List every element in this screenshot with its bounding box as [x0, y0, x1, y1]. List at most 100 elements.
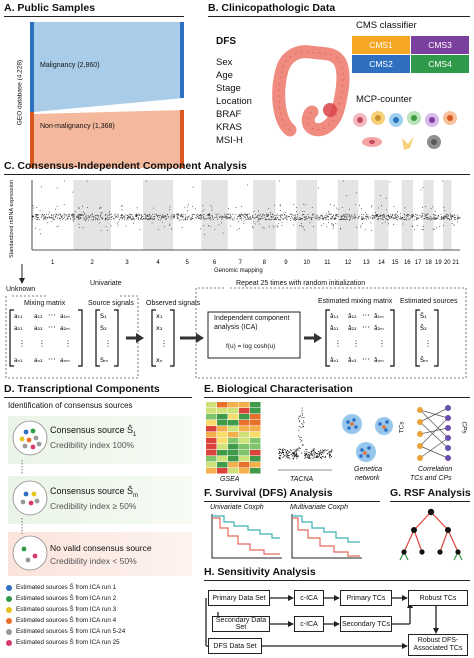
credibility-3: Credibility index < 50% [50, 556, 137, 566]
gsea-cell [217, 444, 228, 450]
gsea-cell [228, 462, 239, 468]
panel-d-header: D. Transcriptional Components [4, 383, 160, 395]
svg-text:âₙₘ: âₙₘ [374, 357, 384, 364]
svg-text:···: ··· [48, 355, 56, 364]
immune-cells-icon [353, 111, 457, 150]
panel-g-rule [390, 501, 470, 503]
chromosome-tick-label: 10 [303, 260, 310, 266]
chromosome-tick-label: 4 [156, 260, 160, 266]
gsea-cell [239, 432, 250, 438]
clinical-var-location: Location [216, 96, 252, 107]
unknown-label: Unknown [6, 286, 36, 293]
svg-text:â₂ₘ: â₂ₘ [374, 325, 384, 332]
svg-text:···: ··· [48, 311, 56, 320]
legend-label: Estimated sources Ŝ from ICA run 1 [16, 584, 117, 591]
panel-d-rule [4, 397, 192, 399]
svg-text:xₙ: xₙ [156, 356, 163, 364]
genetica-label-1: Genetica [354, 466, 383, 473]
source-signals-label: Source signals [88, 300, 134, 307]
expression-points [32, 180, 461, 235]
legend-dot-icon [6, 584, 12, 591]
svg-text:a₁₂: a₁₂ [34, 313, 43, 320]
svg-text:a₂ₘ: a₂ₘ [60, 325, 70, 332]
ica-matrices: a₁₁ a₁₂ a₁ₘ a₂₁ a₂₂ a₂ₘ aₙ₁ aₙ₂ aₙₘ ········· … [9, 309, 439, 367]
tacna-label: TACNA [290, 476, 314, 483]
ica-formula: f(u) = log cosh(u) [226, 343, 276, 350]
gsea-cell [206, 468, 217, 474]
svg-text:S₁: S₁ [100, 312, 107, 320]
svg-text:Ŝ₂: Ŝ₂ [420, 323, 427, 332]
gsea-cell [250, 438, 261, 444]
robust-dfs-line1: Robust DFS- [417, 637, 459, 644]
no-valid-consensus: No valid consensus source [50, 543, 152, 553]
gsea-cell [217, 414, 228, 420]
chromosome-tick-label: 17 [415, 260, 422, 266]
panel-a-bar-left-low [30, 112, 34, 168]
gsea-cell [239, 408, 250, 414]
panel-g-header: G. RSF Analysis [390, 487, 471, 499]
legend-label: Estimated sources Ŝ from ICA run 5-24 [16, 628, 126, 635]
cms4-tile: CMS4 [411, 55, 469, 73]
primary-data-set-box: Primary Data Set [208, 590, 270, 606]
mixing-matrix-label: Mixing matrix [24, 300, 66, 307]
non-malignancy-label: Non-malignancy (1,368) [40, 123, 115, 130]
svg-text:⋮: ⋮ [352, 339, 360, 348]
credibility-1: Credibility index 100% [50, 440, 135, 450]
clinical-var-dfs: DFS [216, 36, 236, 47]
ica-label-line2: analysis (ICA) [214, 324, 258, 331]
cms1-tile: CMS1 [352, 36, 410, 54]
gsea-heatmap [206, 402, 261, 474]
sankey-diagram [34, 22, 184, 168]
gsea-cell [239, 450, 250, 456]
ica-run-legend: Estimated sources Ŝ from ICA run 1 Estima… [6, 582, 196, 648]
svg-text:â₂₁: â₂₁ [330, 325, 339, 332]
consensus-source-1-text: Consensus source Ŝ [50, 425, 134, 435]
repeat-label: Repeat 25 times with random initializati… [236, 280, 366, 287]
clinical-var-braf: BRAF [216, 109, 242, 120]
gsea-cell [228, 444, 239, 450]
gsea-cell [250, 456, 261, 462]
gsea-cell [206, 444, 217, 450]
panel-a-header: A. Public Samples [4, 2, 96, 14]
genetica-network [342, 414, 393, 462]
chromosome-tick-label: 16 [404, 260, 411, 266]
clinical-var-age: Age [216, 70, 233, 81]
gsea-cell [228, 408, 239, 414]
chromosome-band [296, 180, 318, 250]
panel-a-rule [4, 16, 184, 18]
legend-dot-icon [6, 628, 12, 635]
chromosome-tick-label: 14 [378, 260, 385, 266]
chromosome-tick-label: 6 [213, 260, 217, 266]
panel-c-rule [4, 174, 470, 176]
legend-dot-icon [6, 595, 12, 602]
estimated-sources-label: Estimated sources [400, 298, 458, 305]
legend-label: Estimated sources Ŝ from ICA run 2 [16, 595, 117, 602]
observed-signals-label: Observed signals [146, 300, 201, 307]
chromosome-tick-label: 8 [263, 260, 267, 266]
gsea-cell [228, 402, 239, 408]
svg-text:x₁: x₁ [156, 312, 163, 320]
gsea-cell [206, 402, 217, 408]
chromosome-tick-label: 15 [392, 260, 399, 266]
chromosome-band [423, 180, 434, 250]
gsea-cell [250, 432, 261, 438]
secondary-data-set-box: Secondary Data Set [212, 616, 270, 632]
chromosome-tick-label: 3 [125, 260, 129, 266]
svg-text:⋮: ⋮ [160, 339, 168, 348]
gsea-cell [206, 414, 217, 420]
correlation-label-2: TCs and CPs [410, 475, 452, 482]
gsea-cell [217, 450, 228, 456]
km-curve-univariate [211, 514, 282, 559]
gsea-cell [228, 414, 239, 420]
svg-text:a₂₂: a₂₂ [34, 325, 43, 332]
genetica-label-2: network [355, 475, 380, 482]
svg-text:a₁ₘ: a₁ₘ [60, 313, 70, 320]
svg-text:aₙₘ: aₙₘ [60, 357, 70, 364]
gsea-cell [217, 402, 228, 408]
gsea-cell [239, 402, 250, 408]
svg-text:···: ··· [48, 323, 56, 332]
gsea-cell [206, 432, 217, 438]
univariate-coxph-label: Univariate Coxph [210, 504, 264, 511]
gsea-cell [228, 426, 239, 432]
legend-entry: Estimated sources Ŝ from ICA run 4 [6, 615, 196, 626]
